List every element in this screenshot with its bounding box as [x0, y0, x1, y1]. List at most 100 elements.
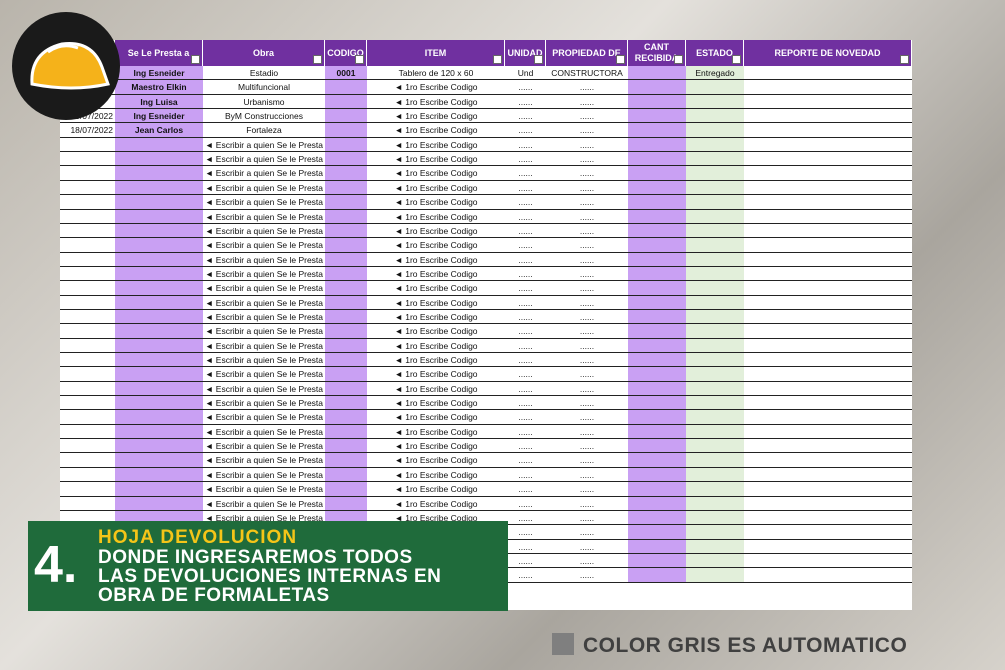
row-line: [60, 323, 912, 325]
cell: ......: [518, 484, 533, 495]
cell: ......: [579, 268, 595, 279]
cell: ......: [518, 340, 533, 351]
filter-button[interactable]: [493, 55, 502, 64]
row-line: [60, 395, 912, 397]
cell: ◄ Escribir a quien Se le Presta: [205, 311, 323, 322]
cell: ◄ Escribir a quien Se le Presta: [205, 326, 323, 337]
cell: ◄ Escribir a quien Se le Presta: [205, 168, 323, 179]
cell: ◄ 1ro Escribe Codigo: [394, 426, 478, 437]
column-header: ITEM: [367, 40, 505, 66]
cell: ◄ 1ro Escribe Codigo: [394, 311, 478, 322]
row-line: [60, 481, 912, 483]
cell: ......: [518, 154, 533, 165]
column-header: PROPIEDAD DE: [546, 40, 628, 66]
row-line: [60, 237, 912, 239]
row-line: [60, 466, 912, 468]
cell: ◄ 1ro Escribe Codigo: [394, 412, 478, 423]
cell: ......: [579, 426, 595, 437]
cell: ◄ Escribir a quien Se le Presta: [205, 426, 323, 437]
cell: ......: [518, 455, 533, 466]
cell: Tablero de 120 x 60: [398, 68, 474, 78]
row-line: [60, 93, 912, 95]
cell: ......: [579, 254, 595, 265]
row-line: [60, 179, 912, 181]
cell: ......: [579, 154, 595, 165]
row-line: [60, 194, 912, 196]
cell: ......: [518, 311, 533, 322]
cell: Maestro Elkin: [131, 82, 187, 93]
row-line: [60, 136, 912, 138]
row-line: [60, 495, 912, 497]
cell: ......: [579, 125, 595, 136]
cell: ◄ Escribir a quien Se le Presta: [205, 455, 323, 466]
cell: ......: [579, 182, 595, 193]
cell: Fortaleza: [246, 125, 282, 136]
cell: ......: [579, 355, 595, 365]
cell: 18/07/2022: [70, 111, 113, 122]
cell: Ing Luisa: [140, 96, 178, 107]
cell: ◄ 1ro Escribe Codigo: [394, 512, 478, 523]
cell: ......: [518, 541, 533, 552]
cell: ......: [579, 297, 595, 308]
filter-button[interactable]: [732, 55, 741, 64]
filter-button[interactable]: [900, 55, 909, 64]
cell: ......: [518, 369, 533, 380]
cell: Urbanismo: [243, 96, 285, 107]
cell: ......: [518, 82, 533, 93]
cell: ◄ 1ro Escribe Codigo: [394, 484, 478, 495]
cell: ◄ 1ro Escribe Codigo: [394, 369, 478, 380]
filter-button[interactable]: [191, 55, 200, 64]
cell: ......: [579, 512, 595, 523]
column-header: REPORTE DE NOVEDAD: [744, 40, 912, 66]
cell: Entregado: [695, 68, 735, 78]
column-header: UNIDAD: [505, 40, 546, 66]
cell: ......: [579, 82, 595, 93]
row-line: [60, 352, 912, 353]
banner-line: LAS DEVOLUCIONES INTERNAS EN: [98, 566, 442, 587]
row-line: [60, 380, 912, 382]
cell: ......: [518, 555, 533, 566]
filter-button[interactable]: [674, 55, 683, 64]
filter-button[interactable]: [355, 55, 364, 64]
row-line: [60, 122, 912, 124]
cell: ByM Construcciones: [225, 111, 303, 122]
cell: ......: [579, 455, 595, 466]
cell: ......: [579, 225, 595, 236]
cell: Estadio: [249, 68, 279, 78]
cell: ◄ Escribir a quien Se le Presta: [205, 182, 323, 193]
row-line: [60, 509, 912, 511]
cell: ......: [518, 326, 533, 337]
cell: ◄ 1ro Escribe Codigo: [394, 355, 478, 365]
cell: ◄ Escribir a quien Se le Presta: [205, 441, 323, 452]
cell: ......: [518, 412, 533, 423]
cell: ◄ 1ro Escribe Codigo: [394, 197, 478, 208]
cell: ......: [579, 240, 595, 251]
cell: ......: [518, 498, 533, 509]
cell: ......: [579, 570, 595, 581]
column-header: Obra: [203, 40, 325, 66]
cell: ......: [518, 211, 533, 222]
filter-button[interactable]: [534, 55, 543, 64]
cell: ......: [518, 197, 533, 208]
filter-button[interactable]: [313, 55, 322, 64]
cell: ......: [579, 96, 595, 107]
cell: ◄ 1ro Escribe Codigo: [394, 297, 478, 308]
row-line: [60, 294, 912, 296]
cell: ◄ 1ro Escribe Codigo: [394, 125, 478, 136]
filter-button[interactable]: [616, 55, 625, 64]
cell: ◄ 1ro Escribe Codigo: [394, 111, 478, 122]
cell: Multifuncional: [238, 82, 290, 93]
cell: ◄ Escribir a quien Se le Presta: [205, 355, 323, 365]
banner-text: DONDE INGRESAREMOS TODOS LAS DEVOLUCIONES…: [98, 548, 441, 605]
cell: ......: [579, 484, 595, 495]
cell: ◄ Escribir a quien Se le Presta: [205, 268, 323, 279]
cell: ......: [518, 283, 533, 294]
cell: ◄ 1ro Escribe Codigo: [394, 398, 478, 409]
cell: ......: [518, 355, 533, 365]
banner-title: HOJA DEVOLUCION: [98, 527, 298, 548]
column-fill: [115, 66, 203, 583]
column-header: ESTADO: [686, 40, 744, 66]
cell: ◄ 1ro Escribe Codigo: [394, 240, 478, 251]
cell: Ing Esneider: [133, 111, 185, 122]
cell: ......: [579, 398, 595, 409]
